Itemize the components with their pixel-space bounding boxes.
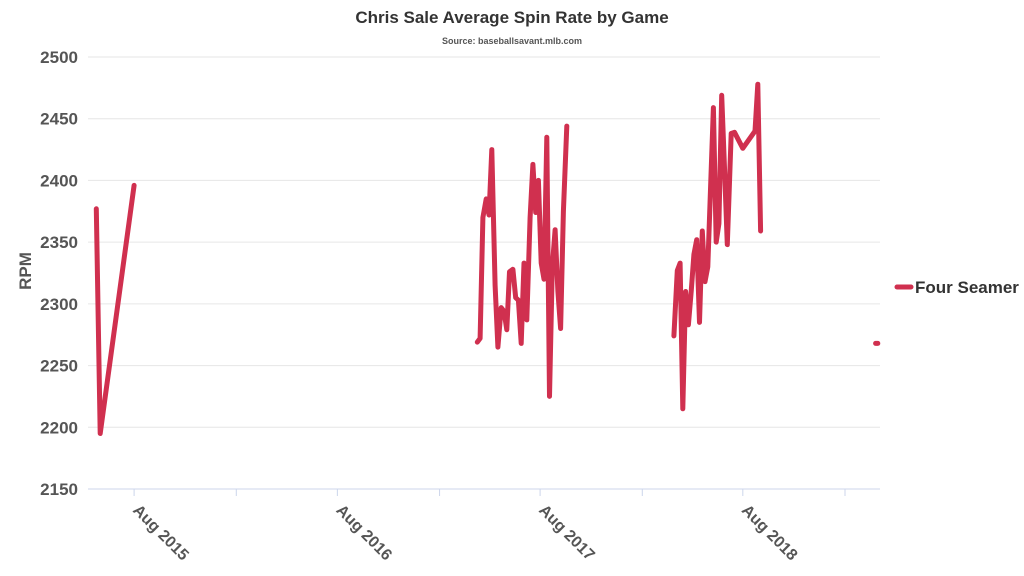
- series-layer: [93, 81, 881, 436]
- chart-subtitle: Source: baseballsavant.mlb.com: [441, 36, 583, 46]
- y-tick-label: 2200: [40, 418, 78, 437]
- y-tick-label: 2300: [40, 295, 78, 314]
- series-line-segment: [93, 182, 137, 436]
- y-tick-label: 2250: [40, 357, 78, 376]
- axis-layer: 2150 2200 2250 2300 2350 2400 2450 2500 RPM Aug 2…: [16, 48, 880, 564]
- x-tick-label: Aug 2018: [738, 502, 800, 564]
- y-tick-label: 2350: [40, 233, 78, 252]
- y-tick-label: 2450: [40, 110, 78, 129]
- y-axis-label: RPM: [16, 252, 35, 290]
- series-line-segment: [671, 81, 764, 412]
- x-tick-label: Aug 2016: [333, 502, 395, 564]
- x-tick-label: Aug 2015: [129, 502, 191, 564]
- chart-title: Chris Sale Average Spin Rate by Game: [355, 8, 669, 27]
- y-tick-label: 2400: [40, 171, 78, 190]
- legend-label[interactable]: Four Seamer: [915, 278, 1019, 297]
- y-tick-label: 2150: [40, 480, 78, 499]
- legend-layer: Four Seamer: [894, 278, 1019, 297]
- y-tick-label: 2500: [40, 48, 78, 67]
- series-line-segment: [474, 123, 570, 399]
- x-tick-label: Aug 2017: [535, 502, 597, 564]
